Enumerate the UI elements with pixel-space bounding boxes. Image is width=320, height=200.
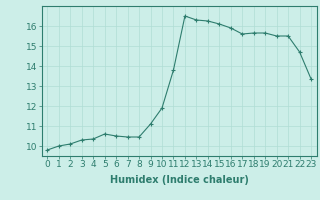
X-axis label: Humidex (Indice chaleur): Humidex (Indice chaleur) [110,175,249,185]
